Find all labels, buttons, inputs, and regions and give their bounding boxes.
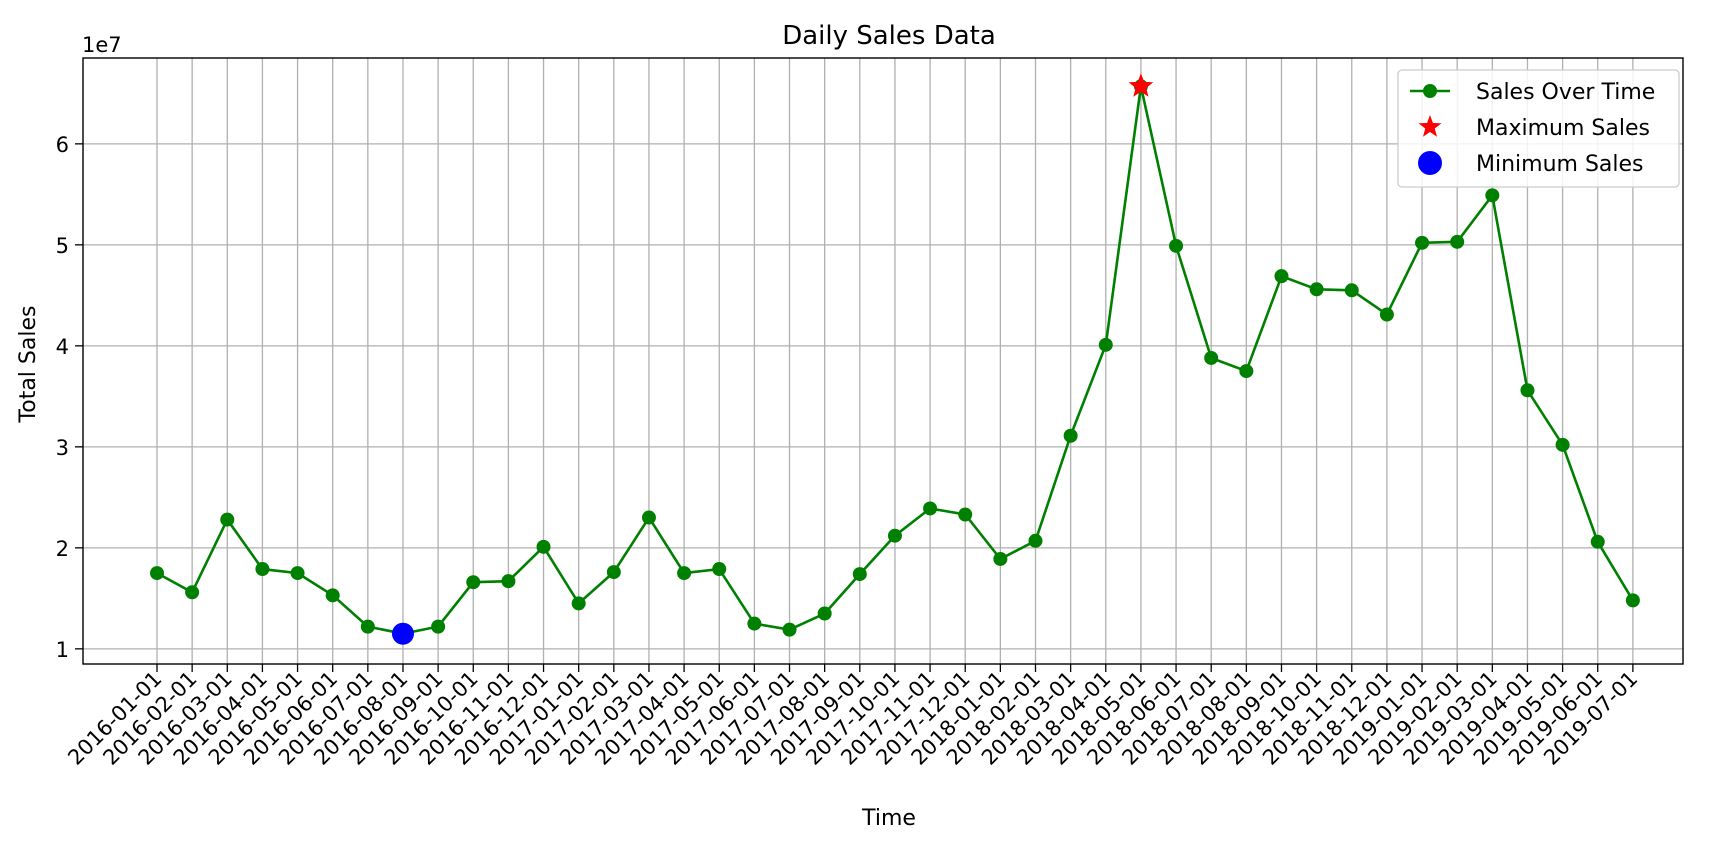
data-point	[220, 512, 235, 527]
data-point	[1098, 337, 1113, 352]
data-point	[255, 562, 270, 577]
data-point	[1028, 533, 1043, 548]
data-point	[782, 622, 797, 637]
y-tick-label: 6	[56, 133, 69, 157]
max-sales-marker	[1128, 73, 1154, 97]
series-layer	[150, 73, 1640, 645]
data-point	[606, 565, 621, 580]
data-point	[431, 619, 446, 634]
data-point	[1169, 238, 1184, 253]
legend-label-max: Maximum Sales	[1476, 116, 1650, 141]
data-point	[571, 596, 586, 611]
data-point	[501, 574, 516, 589]
data-point	[1625, 593, 1640, 608]
y-tick-label: 4	[56, 335, 69, 359]
y-axis-title: Total Sales	[16, 306, 41, 424]
chart-title: Daily Sales Data	[782, 21, 996, 51]
legend-circle-swatch	[1418, 151, 1442, 175]
legend: Sales Over Time Maximum Sales Minimum Sale…	[1397, 69, 1680, 188]
data-point	[466, 575, 481, 590]
data-point	[150, 566, 164, 581]
data-point	[1344, 283, 1359, 298]
data-point	[290, 566, 305, 581]
data-point	[1485, 188, 1500, 203]
y-tick-label: 3	[56, 436, 69, 460]
data-point	[185, 585, 200, 600]
data-point	[852, 567, 867, 582]
data-point	[1450, 234, 1465, 249]
legend-star-swatch	[1418, 115, 1442, 137]
data-point	[1379, 307, 1394, 322]
data-point	[1309, 282, 1324, 297]
legend-label-min: Minimum Sales	[1476, 152, 1644, 177]
data-point	[1204, 350, 1219, 365]
data-point	[1555, 437, 1570, 452]
grid	[83, 58, 1683, 664]
data-point	[1590, 534, 1605, 549]
data-point	[817, 606, 832, 621]
data-point	[1239, 364, 1254, 379]
data-point	[325, 588, 340, 603]
data-point	[677, 566, 692, 581]
min-sales-marker	[391, 622, 414, 645]
data-point	[641, 510, 656, 525]
data-point	[993, 551, 1008, 566]
y-tick-label: 5	[56, 234, 69, 258]
data-point	[958, 507, 973, 522]
data-point	[923, 501, 938, 516]
data-point	[1063, 428, 1078, 443]
data-point	[360, 619, 375, 634]
legend-marker-swatch	[1423, 84, 1437, 98]
plot-frame	[82, 57, 1684, 665]
legend-label-sales: Sales Over Time	[1476, 80, 1655, 105]
data-point	[1520, 383, 1535, 398]
data-point	[1274, 269, 1289, 284]
y-offset-label: 1e7	[82, 33, 122, 57]
x-axis-title: Time	[861, 806, 916, 831]
data-point	[536, 539, 551, 554]
data-point	[1415, 235, 1430, 250]
data-point	[887, 528, 902, 543]
legend-box	[1397, 69, 1680, 188]
data-point	[712, 562, 727, 577]
y-tick-label: 2	[56, 537, 69, 561]
data-point	[747, 616, 762, 631]
y-tick-label: 1	[56, 638, 69, 662]
